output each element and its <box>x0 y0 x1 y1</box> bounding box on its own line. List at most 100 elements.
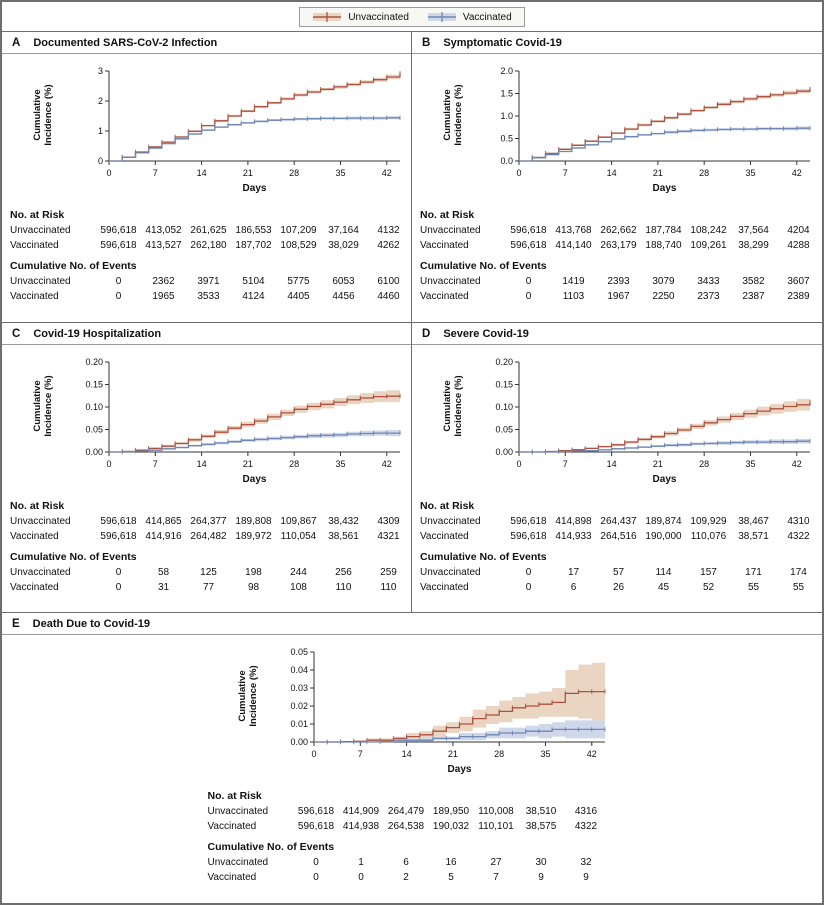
table-cell: 110 <box>335 581 352 593</box>
panels-grid: A Documented SARS-CoV-2 Infection Cumula… <box>2 31 822 903</box>
panel-title: Symptomatic Covid-19 <box>443 37 562 49</box>
y-tick-label: 0.00 <box>495 447 513 457</box>
table-cell: 2250 <box>652 291 675 302</box>
table-cell: 1419 <box>562 276 585 287</box>
table-cell: 190,000 <box>645 530 682 542</box>
table-row: Vaccinated 596,618 414,938 264,538 190,032 11… <box>208 819 617 834</box>
table-cell: 4316 <box>574 806 598 818</box>
y-tick-label: 2 <box>98 96 103 106</box>
y-axis-label-box: Cumulative Incidence (%) <box>2 63 66 199</box>
table-cell: 4460 <box>377 291 400 302</box>
x-tick-label: 21 <box>448 749 458 759</box>
row-label: Vaccinated <box>420 530 469 542</box>
y-axis-label: Cumulative Incidence (%) <box>32 84 54 146</box>
table-cell: 262,662 <box>600 225 637 236</box>
at-risk-heading: No. at Risk <box>420 209 475 221</box>
table-cell: 1103 <box>562 291 585 302</box>
row-label: Vaccinated <box>10 530 59 542</box>
table-cell: 26 <box>612 581 625 593</box>
table-cell: 5 <box>448 872 454 884</box>
table-cell: 108,529 <box>280 240 317 251</box>
row-label: Vaccinated <box>10 291 59 302</box>
table-cell: 256 <box>335 566 352 578</box>
y-tick-label: 1.5 <box>500 89 513 99</box>
table-cell: 109,261 <box>690 240 727 251</box>
table-cell: 414,140 <box>555 240 592 251</box>
row-label: Unvaccinated <box>420 225 481 236</box>
table-cell: 189,808 <box>235 515 272 527</box>
chart-area: Cumulative Incidence (%) 0.00 0.05 0.10 0.1… <box>412 354 822 490</box>
table-cell: 0 <box>358 872 364 884</box>
row-label: Vaccinated <box>207 872 257 884</box>
table-cell: 38,299 <box>738 240 769 251</box>
row-label: Unvaccinated <box>420 515 481 527</box>
table-cell: 0 <box>525 566 532 578</box>
table-cell: 263,179 <box>600 240 637 251</box>
x-axis-title: Days <box>243 183 267 194</box>
panel-header: A Documented SARS-CoV-2 Infection <box>2 32 411 54</box>
y-axis-label-box: Cumulative Incidence (%) <box>412 63 476 199</box>
table-cell: 3582 <box>742 276 765 287</box>
table-cell: 32 <box>580 857 592 869</box>
at-risk-heading: No. at Risk <box>207 790 262 803</box>
x-tick-label: 28 <box>699 168 709 178</box>
table-cell: 38,467 <box>738 515 769 527</box>
panel-letter: D <box>422 327 431 340</box>
table-cell: 0 <box>525 276 532 287</box>
x-tick-label: 0 <box>516 459 521 469</box>
y-axis-label: Cumulative Incidence (%) <box>442 84 464 146</box>
table-cell: 4309 <box>377 515 400 527</box>
table-row: Unvaccinated 0 1 6 16 27 30 32 <box>208 855 617 870</box>
panel-header: B Symptomatic Covid-19 <box>412 32 822 54</box>
panel-header: E Death Due to Covid-19 <box>2 613 822 636</box>
table-cell: 5104 <box>242 276 265 287</box>
x-tick-label: 7 <box>563 459 568 469</box>
row-label: Unvaccinated <box>420 276 481 287</box>
table-cell: 4322 <box>787 530 810 542</box>
y-axis-label-box: Cumulative Incidence (%) <box>2 354 66 490</box>
x-tick-label: 7 <box>153 168 158 178</box>
x-tick-label: 28 <box>494 749 504 759</box>
km-chart: 0.00 0.01 0.02 0.03 0.04 0.05 0 7 14 21 28 35 42 Days <box>290 647 606 775</box>
table-cell: 30 <box>535 857 547 869</box>
vaccinated-confidence-band <box>314 720 605 743</box>
events-heading: Cumulative No. of Events <box>10 550 137 563</box>
panel-tables: No. at Risk Unvaccinated 596,618 414,865 264… <box>2 490 411 595</box>
x-tick-label: 0 <box>311 749 316 759</box>
table-cell: 187,702 <box>235 240 272 251</box>
x-tick-label: 42 <box>792 168 802 178</box>
table-cell: 6 <box>570 581 577 593</box>
table-cell: 4456 <box>332 291 355 302</box>
table-cell: 4132 <box>377 225 400 236</box>
y-tick-label: 0.04 <box>290 665 308 675</box>
table-cell: 109,867 <box>280 515 317 527</box>
events-heading: Cumulative No. of Events <box>207 841 335 854</box>
panel-C: C Covid-19 Hospitalization Cumulative In… <box>2 321 412 613</box>
table-cell: 259 <box>380 566 397 578</box>
row-label: Unvaccinated <box>420 566 481 578</box>
panel-title: Covid-19 Hospitalization <box>33 327 162 340</box>
x-tick-label: 28 <box>289 168 299 178</box>
table-cell: 596,618 <box>297 821 335 833</box>
panel-B: B Symptomatic Covid-19 Cumulative Incide… <box>412 31 822 322</box>
x-tick-label: 21 <box>243 168 253 178</box>
y-tick-label: 0.20 <box>495 357 513 367</box>
table-cell: 6 <box>403 857 409 869</box>
table-cell: 6100 <box>377 276 400 287</box>
table-cell: 3079 <box>652 276 675 287</box>
chart-area: Cumulative Incidence (%) 0.00 0.05 0.10 0.1… <box>2 354 411 490</box>
x-tick-label: 21 <box>653 459 663 469</box>
table-cell: 110,076 <box>690 530 727 542</box>
table-cell: 110,008 <box>478 806 514 818</box>
events-heading: Cumulative No. of Events <box>420 550 547 563</box>
table-cell: 0 <box>525 581 532 593</box>
table-cell: 38,575 <box>525 821 557 833</box>
y-tick-label: 0.00 <box>85 447 103 457</box>
table-cell: 264,479 <box>387 806 425 818</box>
table-row: Unvaccinated 0 58 125 198 244 256 259 <box>10 565 403 580</box>
table-row: Unvaccinated 596,618 413,768 262,662 187,784… <box>420 223 814 238</box>
panel-letter: A <box>12 37 21 49</box>
table-row: Unvaccinated 0 2362 3971 5104 5775 6053 6100 <box>10 274 403 289</box>
x-axis-title: Days <box>653 183 677 194</box>
table-cell: 108 <box>290 581 307 593</box>
